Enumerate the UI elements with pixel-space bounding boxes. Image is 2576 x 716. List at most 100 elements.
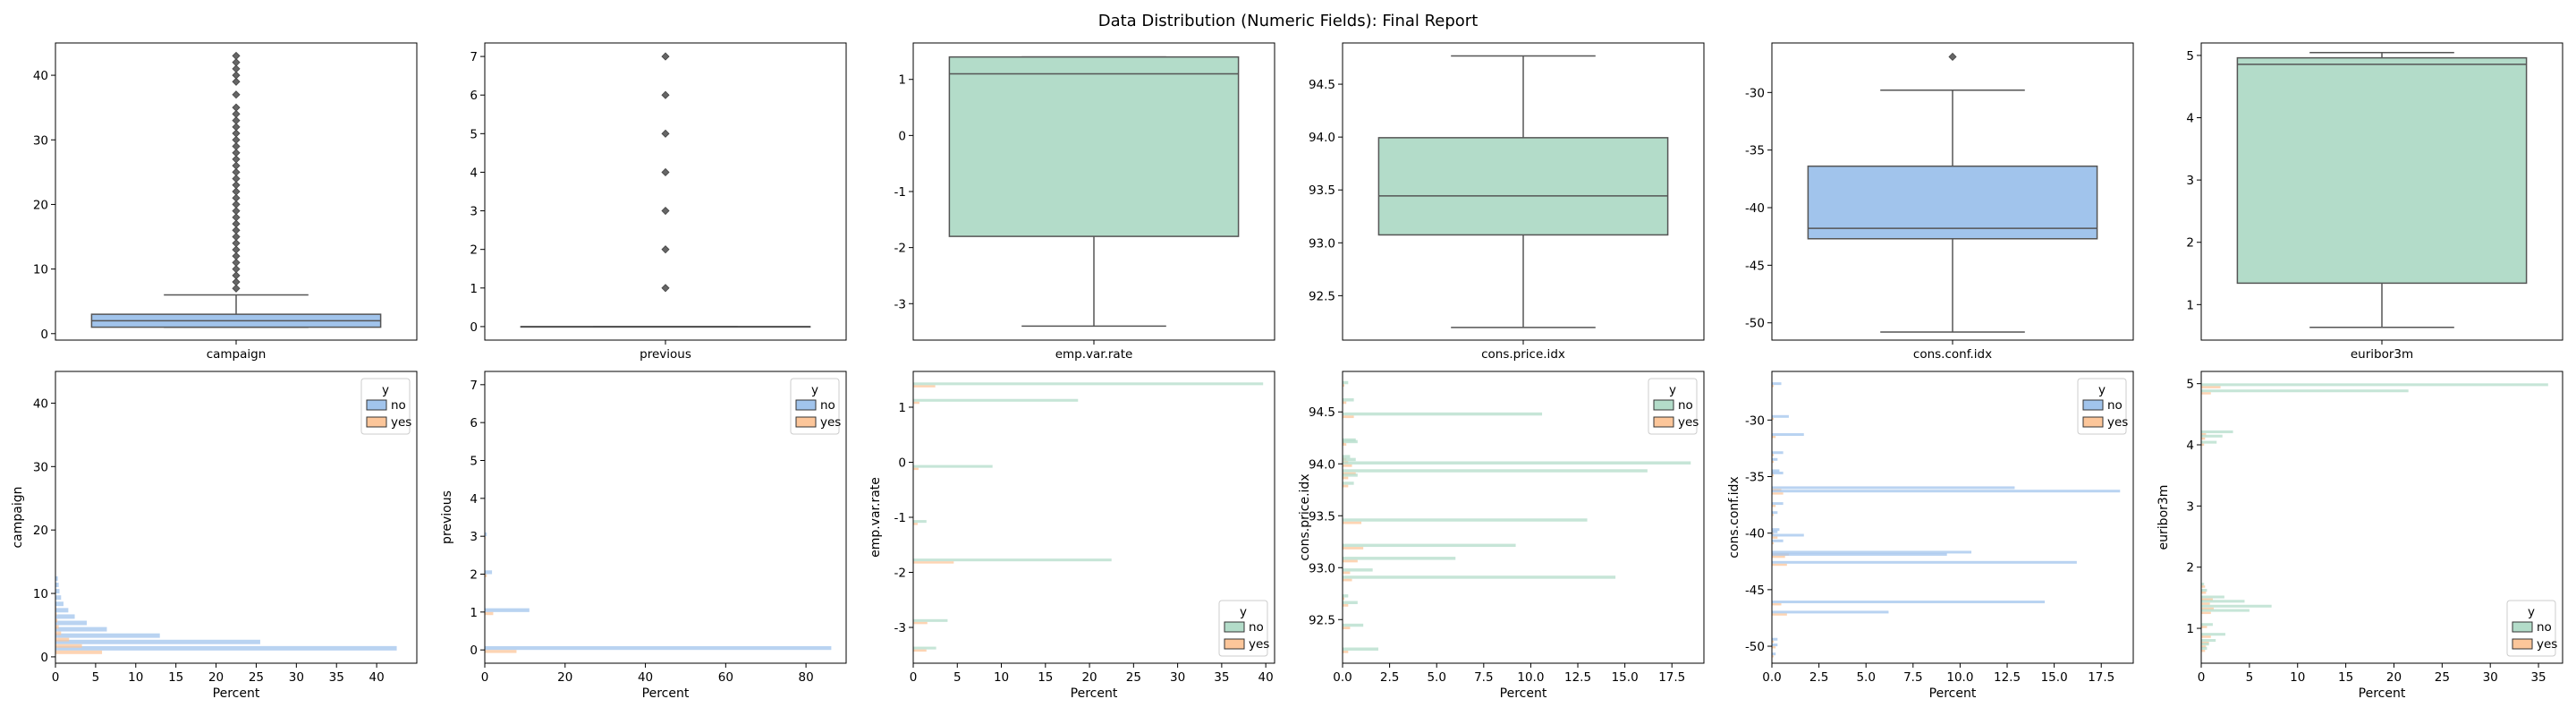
bar-yes [2201,386,2221,388]
bar-yes [913,523,918,525]
legend-label-no: no [2107,398,2123,413]
outlier-marker [661,284,670,293]
x-tick-label: 10.0 [1517,670,1544,685]
outlier-marker [661,90,670,99]
legend-label-yes: yes [1249,637,1269,652]
x-tick-label: 20 [2386,670,2402,685]
bar-no [2201,600,2245,603]
x-tick-label: 80 [799,670,814,685]
y-tick-label: 5 [2186,378,2194,392]
bar-no [1772,610,1889,614]
outlier-marker [232,103,241,112]
bar-no [1772,451,1784,455]
bar-no [1772,644,1778,647]
x-tick-label: 15.0 [2041,670,2068,685]
x-axis-label: Percent [1071,686,1118,701]
bar-yes [1772,514,1775,516]
axes-frame [55,42,418,341]
x-tick-label: 5 [92,670,100,685]
axes-frame [55,371,418,664]
bar-no [2201,604,2272,608]
bar-yes [2201,592,2207,594]
x-tick-label: 5 [2246,670,2254,685]
legend-label-yes: yes [2537,637,2557,652]
bar-no [913,465,993,468]
legend-title: y [2098,383,2106,397]
outlier-marker [661,245,670,254]
bar-no [55,601,64,607]
y-tick-label: 93.0 [1309,561,1335,575]
legend-title: y [1240,605,1247,619]
bar-yes [1772,541,1775,545]
outlier-marker [232,51,241,61]
outlier-marker [232,251,241,260]
y-tick-label: 30 [33,460,48,474]
bar-yes [1343,603,1349,607]
outlier-marker [661,206,670,216]
y-tick-label: 93.5 [1309,183,1335,198]
y-tick-label: 1 [2186,298,2194,312]
bar-no [55,589,60,594]
bar-yes [2201,433,2207,436]
y-axis-label: previous [440,490,454,544]
bar-no [1772,652,1776,656]
bar-yes [1343,443,1347,446]
y-tick-label: -1 [894,511,906,525]
bar-yes [2201,626,2207,628]
legend-label-yes: yes [1678,415,1699,430]
bar-no [913,520,927,524]
bar-yes [1343,384,1345,388]
y-axis-label: campaign [11,486,25,548]
y-tick-label: -40 [1745,201,1765,216]
y-tick-label: -45 [1745,584,1765,598]
bar-yes [485,574,487,577]
outlier-marker [232,58,241,67]
x-tick-label: 5.0 [1427,670,1445,685]
y-tick-label: 1 [898,401,906,415]
boxplot-previous: 0 1 2 3 4 5 6 7 previous [470,42,847,362]
bar-yes [1343,472,1356,475]
bar-yes [485,611,494,616]
x-tick-label: 15.0 [1612,670,1639,685]
x-tick-label: 0 [52,670,60,685]
bar-no [55,582,59,587]
x-tick-label: 10 [994,670,1009,685]
x-tick-label: 40 [1258,670,1274,685]
y-tick-label: 1 [470,606,478,620]
x-tick-label: 35 [1214,670,1229,685]
bar-yes [2201,602,2210,605]
y-tick-label: 7 [470,379,478,393]
boxplot-euribor3m: 1 2 3 4 5 euribor3m [2186,42,2563,362]
bar-no [1343,543,1516,548]
bar-yes [913,561,954,564]
y-tick-label: 92.5 [1309,289,1335,303]
bar-yes [1343,578,1352,582]
y-tick-label: -2 [894,567,906,581]
outlier-marker [232,226,241,234]
bar-no [485,608,530,612]
outlier-marker [661,52,670,61]
x-tick-label: 2.5 [1809,670,1828,685]
bar-yes [1343,571,1351,575]
outlier-marker [232,219,241,228]
x-category-label: cons.conf.idx [1913,347,1992,362]
legend-swatch-no [2512,621,2533,633]
bar-no [1772,560,2077,564]
bar-yes [1772,436,1776,439]
boxplot-cons-conf-idx: -50 -45 -40 -35 -30 cons.conf.idx [1745,42,2134,362]
bar-no [1343,568,1373,572]
bar-yes [913,621,928,625]
bar-yes [2201,607,2215,610]
outlier-marker [232,207,241,216]
y-tick-label: -35 [1745,144,1765,158]
y-tick-label: -35 [1745,471,1765,485]
outlier-marker [232,245,241,254]
y-tick-label: 2 [470,568,478,583]
axes-frame [1771,371,2134,664]
legend-swatch-yes [2512,638,2533,650]
legend-swatch-no [795,399,817,411]
x-tick-label: 30 [2483,670,2498,685]
bar-no [913,558,1112,562]
y-tick-label: 93.5 [1309,509,1335,524]
bar-no [485,532,487,537]
